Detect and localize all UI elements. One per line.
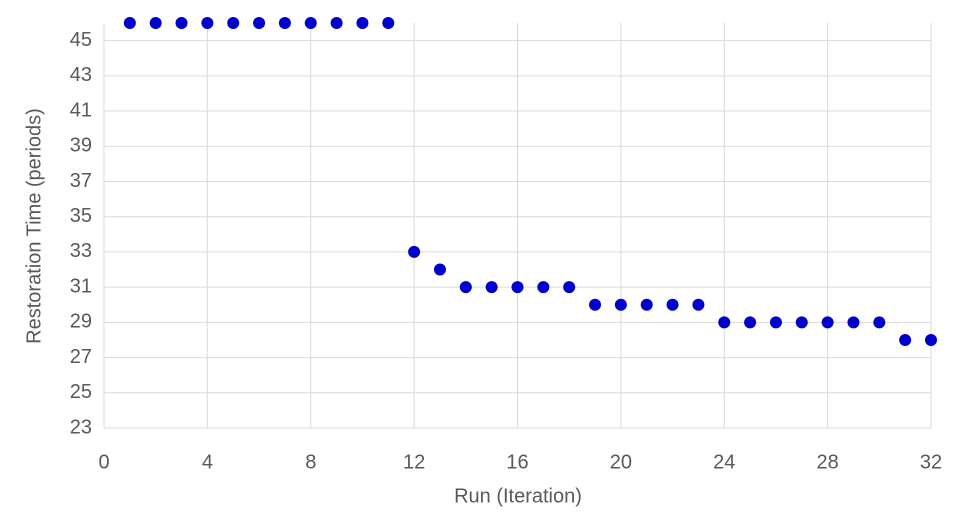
x-axis-title: Run (Iteration) — [454, 485, 582, 507]
x-tick-label: 4 — [202, 451, 213, 473]
point — [459, 281, 472, 294]
point — [330, 17, 343, 29]
y-tick-label: 33 — [70, 240, 92, 262]
point — [433, 263, 446, 276]
point — [640, 298, 653, 311]
y-tick-label: 29 — [70, 311, 92, 333]
x-tick-label: 24 — [713, 451, 735, 473]
x-tick-label: 32 — [920, 451, 942, 473]
point — [925, 333, 937, 346]
point — [614, 298, 627, 311]
x-tick-label: 20 — [610, 451, 632, 473]
y-tick-label: 23 — [70, 416, 92, 438]
y-axis-title: Restoration Time (periods) — [23, 108, 45, 344]
point — [304, 17, 317, 29]
point — [382, 17, 395, 29]
point — [692, 298, 705, 311]
y-tick-label: 27 — [70, 346, 92, 368]
y-tick-label: 39 — [70, 135, 92, 157]
point — [537, 281, 550, 294]
y-tick-label: 35 — [70, 205, 92, 227]
point — [769, 316, 782, 329]
point — [485, 281, 498, 294]
point — [408, 245, 421, 258]
x-tick-label: 12 — [403, 451, 425, 473]
point — [149, 17, 162, 29]
y-tick-label: 37 — [70, 170, 92, 192]
point — [821, 316, 834, 329]
x-tick-label: 0 — [98, 451, 109, 473]
point — [666, 298, 679, 311]
point — [278, 17, 291, 29]
point — [847, 316, 860, 329]
point — [744, 316, 757, 329]
point — [795, 316, 808, 329]
point — [253, 17, 266, 29]
x-tick-label: 28 — [817, 451, 839, 473]
y-tick-label: 45 — [70, 29, 92, 51]
point — [227, 17, 240, 29]
point — [718, 316, 731, 329]
y-tick-label: 31 — [70, 275, 92, 297]
point — [589, 298, 602, 311]
point — [123, 17, 136, 29]
y-tick-label: 41 — [70, 99, 92, 121]
point — [563, 281, 576, 294]
y-tick-label: 25 — [70, 381, 92, 403]
point — [873, 316, 886, 329]
x-tick-label: 8 — [305, 451, 316, 473]
x-tick-label: 16 — [506, 451, 528, 473]
y-tick-label: 43 — [70, 64, 92, 86]
point — [511, 281, 524, 294]
point — [899, 333, 912, 346]
point — [356, 17, 369, 29]
point — [201, 17, 214, 29]
point — [175, 17, 188, 29]
